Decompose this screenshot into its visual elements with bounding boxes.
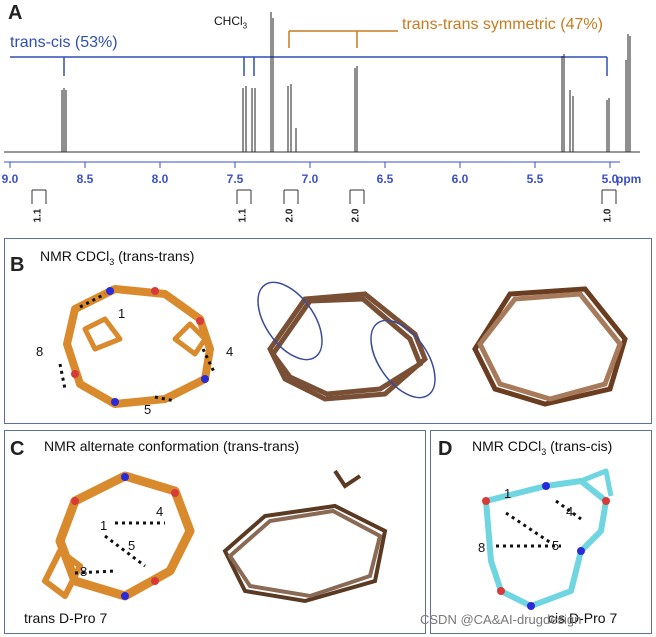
axis-unit: ppm	[616, 172, 642, 186]
panel-c-res-4: 4	[156, 504, 164, 519]
panel-d-letter: D	[438, 438, 453, 460]
solvent-text: CHCl	[214, 14, 243, 28]
panel-c-ensemble	[222, 469, 388, 604]
tick-6-5: 6.5	[376, 172, 394, 186]
panel-d-caption: cis D-Pro 7	[548, 610, 618, 626]
trans-trans-label: trans-trans symmetric (47%)	[402, 16, 603, 33]
panel-b-structures	[58, 281, 628, 408]
integral-2: 1.1	[237, 208, 249, 223]
panel-b-title-text: NMR CDCl	[40, 248, 110, 264]
panel-d-hbonds	[496, 499, 582, 548]
panel-b-hbonds	[58, 292, 217, 403]
panel-d-res-5: 5	[552, 538, 560, 553]
panel-d-res-1: 1	[504, 486, 512, 501]
panel-c-structures	[42, 469, 388, 604]
panel-c-caption: trans D-Pro 7	[24, 610, 108, 626]
panel-c-atoms	[71, 473, 179, 600]
integral-3: 2.0	[284, 208, 296, 223]
panel-c-res-1: 1	[100, 518, 108, 533]
panel-b-title: NMR CDCl3 (trans-trans)	[40, 248, 194, 267]
panel-c-letter: C	[10, 438, 25, 460]
panel-b	[4, 238, 652, 424]
panel-c-res-8: 8	[80, 564, 88, 579]
tick-5-5: 5.5	[526, 172, 544, 186]
panel-c-title: NMR alternate conformation (trans-trans)	[44, 438, 300, 454]
trans-cis-bracket	[10, 56, 608, 76]
tick-8-5: 8.5	[76, 172, 94, 186]
panel-d-title: NMR CDCl3 (trans-cis)	[472, 438, 612, 457]
panel-b-title-suffix: (trans-trans)	[114, 248, 195, 264]
panel-d-structure	[482, 468, 614, 610]
tick-9-0: 9.0	[1, 172, 19, 186]
panel-d-atoms	[482, 482, 610, 610]
tick-7-0: 7.0	[301, 172, 319, 186]
panel-b-res-4: 4	[226, 344, 234, 359]
panel-c-hbonds	[74, 521, 165, 575]
panel-d-res-4: 4	[566, 504, 574, 519]
integral-1: 1.1	[32, 208, 44, 223]
panel-d	[430, 430, 652, 634]
panel-b-orange-ring	[63, 285, 214, 408]
solvent-subscript: 3	[242, 21, 248, 31]
axis-ticks	[9, 162, 611, 168]
tick-8-0: 8.0	[151, 172, 169, 186]
panel-c-orange-ring	[42, 471, 195, 601]
panel-d-title-text: NMR CDCl	[472, 438, 542, 454]
panel-d-title-sub: 3	[541, 446, 547, 457]
panel-c	[4, 430, 426, 634]
integral-5: 1.0	[602, 208, 614, 223]
integral-4: 2.0	[350, 208, 362, 223]
panel-b-ensemble-1	[267, 291, 428, 402]
panel-b-letter: B	[10, 254, 25, 276]
panel-a-letter: A	[8, 2, 23, 24]
watermark: CSDN @CA&AI-drugdesign	[420, 612, 582, 627]
tick-7-5: 7.5	[226, 172, 244, 186]
solvent-label: CHCl3	[214, 14, 247, 30]
panel-d-res-8: 8	[478, 540, 486, 555]
trans-trans-bracket	[288, 30, 398, 48]
integral-brackets	[31, 189, 617, 204]
panel-b-atoms	[71, 287, 209, 406]
tick-5-0: 5.0	[601, 172, 619, 186]
trans-cis-label: trans-cis (53%)	[10, 34, 118, 51]
spectrum-peaks	[61, 12, 631, 152]
panel-b-res-8: 8	[36, 344, 44, 359]
panel-b-ensemble-2	[472, 286, 628, 407]
panel-b-res-5: 5	[144, 402, 152, 417]
tick-6-0: 6.0	[451, 172, 469, 186]
panel-b-res-1: 1	[118, 306, 126, 321]
panel-b-title-sub: 3	[109, 256, 115, 267]
panel-d-title-suffix: (trans-cis)	[546, 438, 613, 454]
panel-c-res-5: 5	[128, 538, 136, 553]
